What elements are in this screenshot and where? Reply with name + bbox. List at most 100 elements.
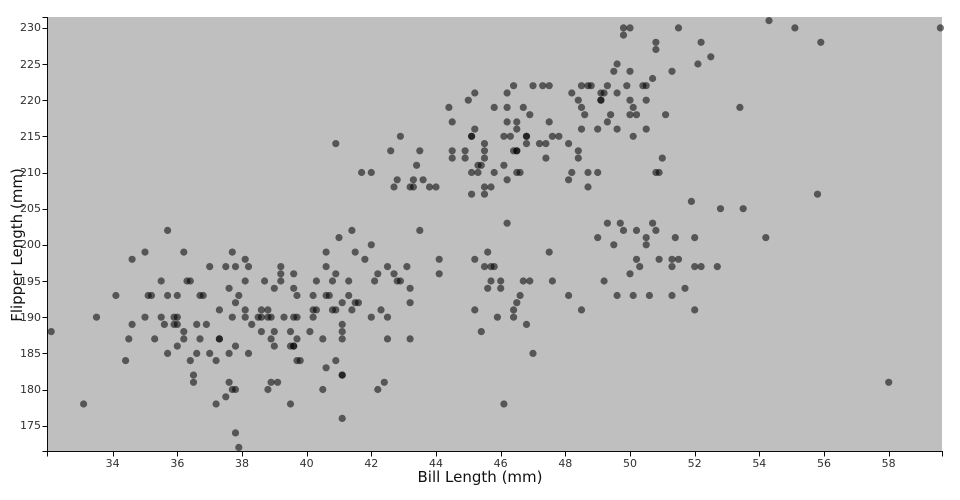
data-point [277, 270, 285, 278]
data-point [309, 306, 317, 314]
data-point [480, 183, 489, 191]
data-point [503, 118, 511, 126]
data-point [577, 306, 586, 314]
data-point [642, 125, 650, 133]
data-point [691, 263, 699, 271]
data-point [674, 24, 683, 32]
data-point [435, 255, 443, 263]
data-point [545, 118, 553, 126]
data-point [649, 219, 657, 227]
data-point [574, 96, 582, 104]
data-point [338, 335, 346, 343]
data-point [509, 313, 518, 321]
data-point [186, 357, 194, 365]
data-point [645, 291, 654, 300]
data-point [377, 306, 385, 314]
data-point [577, 125, 586, 133]
data-point [545, 82, 553, 90]
data-point [206, 349, 214, 357]
data-point [577, 103, 586, 111]
data-point [642, 96, 650, 104]
data-point [231, 429, 240, 437]
data-point [235, 291, 243, 300]
data-point [390, 183, 398, 191]
data-point [202, 320, 210, 328]
data-point [435, 270, 443, 278]
data-point [509, 147, 518, 155]
data-point [649, 74, 657, 83]
data-point [367, 241, 375, 249]
data-point [293, 291, 301, 300]
data-point [309, 291, 317, 300]
data-point [477, 328, 485, 336]
data-point [348, 226, 356, 234]
data-point [519, 277, 527, 285]
x-tick-label: 52 [687, 457, 702, 470]
data-point [626, 111, 634, 119]
data-point [387, 147, 395, 155]
data-point [668, 263, 676, 271]
data-point [468, 190, 476, 198]
data-point [813, 190, 822, 198]
data-point [516, 168, 524, 177]
data-point [632, 111, 641, 119]
data-point [623, 82, 631, 90]
data-point [791, 24, 799, 32]
y-tick-label: 185 [20, 346, 41, 360]
data-point [674, 255, 683, 263]
data-point [406, 335, 414, 343]
data-point [577, 82, 586, 90]
data-point [613, 125, 621, 133]
y-axis-line [42, 17, 48, 452]
data-point [338, 328, 346, 336]
data-point [322, 248, 330, 256]
data-point [254, 313, 262, 321]
data-point [603, 82, 612, 90]
data-point [164, 349, 172, 357]
data-point [629, 132, 637, 140]
data-point [762, 234, 770, 242]
data-point [222, 393, 230, 401]
data-point [480, 140, 489, 148]
data-point [626, 67, 634, 75]
data-point [241, 255, 249, 263]
data-point [503, 219, 511, 227]
data-point [474, 168, 482, 177]
data-point [662, 111, 670, 119]
data-point [147, 291, 156, 300]
data-point [545, 248, 553, 256]
data-point [539, 82, 547, 90]
data-point [264, 385, 272, 394]
data-point [403, 263, 411, 271]
data-point [697, 38, 705, 46]
data-point [448, 118, 456, 126]
data-point [419, 176, 427, 184]
data-point [215, 306, 223, 314]
data-point [574, 147, 582, 155]
y-tick-label: 205 [20, 202, 41, 216]
data-point [681, 284, 689, 292]
data-point [267, 335, 275, 343]
data-point [367, 313, 375, 321]
data-point [480, 190, 489, 198]
data-point [306, 328, 314, 336]
data-point [189, 378, 198, 386]
x-tick-label: 38 [234, 457, 249, 470]
data-point [497, 277, 505, 285]
data-point [189, 371, 198, 379]
data-point [351, 299, 359, 307]
data-point [626, 270, 634, 278]
data-point [92, 313, 101, 321]
x-tick-label: 36 [170, 457, 185, 470]
data-point [594, 168, 602, 177]
x-tick-label: 34 [105, 457, 120, 470]
data-point [652, 226, 660, 234]
data-point [222, 263, 230, 271]
data-point [503, 89, 511, 97]
data-point [691, 234, 699, 242]
data-point [626, 24, 634, 32]
data-point [707, 53, 715, 61]
y-tick-label: 230 [20, 21, 41, 35]
x-tick-label: 46 [493, 457, 508, 470]
data-point [503, 103, 511, 111]
